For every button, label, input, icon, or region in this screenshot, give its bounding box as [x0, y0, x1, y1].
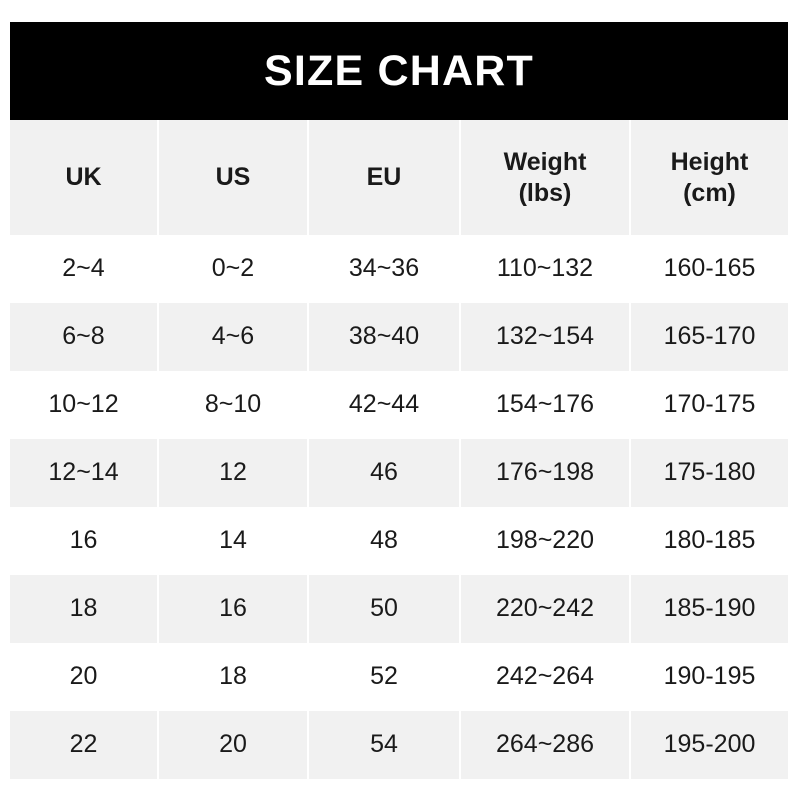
cell-height: 170-175: [663, 390, 756, 419]
size-chart-table: UK US EU Weight (lbs) Height (cm): [10, 120, 788, 779]
cell-height: 160-165: [663, 254, 756, 283]
cell-uk: 20: [10, 643, 159, 711]
table-row: 16 14 48 198~220 180-185: [10, 507, 788, 575]
column-header-height: Height (cm): [630, 120, 788, 235]
column-header-height-line2: (cm): [683, 178, 736, 207]
cell-us: 12: [158, 439, 309, 507]
cell-uk: 6~8: [10, 303, 159, 371]
table-row: 22 20 54 264~286 195-200: [10, 711, 788, 779]
cell-eu: 34~36: [308, 235, 461, 303]
page-title: SIZE CHART: [264, 46, 534, 95]
cell-us: 4~6: [158, 303, 309, 371]
cell-us: 8~10: [158, 371, 309, 439]
cell-height: 190-195: [663, 662, 756, 691]
table-row: 10~12 8~10 42~44 154~176 170-175: [10, 371, 788, 439]
cell-height: 175-180: [663, 458, 756, 487]
cell-height: 195-200: [663, 730, 756, 759]
column-header-weight: Weight (lbs): [460, 120, 631, 235]
cell-uk: 12~14: [10, 439, 159, 507]
cell-weight: 242~264: [460, 643, 631, 711]
cell-weight: 198~220: [460, 507, 631, 575]
cell-us: 18: [158, 643, 309, 711]
cell-weight: 110~132: [460, 235, 631, 303]
cell-height: 180-185: [663, 526, 756, 555]
cell-weight: 154~176: [460, 371, 631, 439]
column-header-eu: EU: [308, 120, 461, 235]
column-header-height-line1: Height: [670, 148, 749, 176]
cell-us: 16: [158, 575, 309, 643]
column-header-us: US: [158, 120, 309, 235]
cell-us: 20: [158, 711, 309, 779]
cell-height: 165-170: [663, 322, 756, 351]
cell-uk: 2~4: [10, 235, 159, 303]
cell-us: 0~2: [158, 235, 309, 303]
column-header-eu-line1: EU: [366, 163, 402, 192]
column-header-weight-line2: (lbs): [518, 178, 572, 207]
cell-eu: 38~40: [308, 303, 461, 371]
table-header-row: UK US EU Weight (lbs) Height (cm): [10, 120, 788, 235]
table-row: 2~4 0~2 34~36 110~132 160-165: [10, 235, 788, 303]
cell-weight: 220~242: [460, 575, 631, 643]
cell-height: 185-190: [663, 594, 756, 623]
title-banner: SIZE CHART: [10, 22, 788, 120]
cell-uk: 22: [10, 711, 159, 779]
cell-us: 14: [158, 507, 309, 575]
cell-uk: 16: [10, 507, 159, 575]
cell-weight: 132~154: [460, 303, 631, 371]
cell-eu: 46: [308, 439, 461, 507]
cell-eu: 50: [308, 575, 461, 643]
table-row: 20 18 52 242~264 190-195: [10, 643, 788, 711]
column-header-us-line1: US: [215, 163, 251, 192]
cell-uk: 10~12: [10, 371, 159, 439]
column-header-uk: UK: [10, 120, 159, 235]
cell-weight: 264~286: [460, 711, 631, 779]
cell-eu: 48: [308, 507, 461, 575]
table-row: 18 16 50 220~242 185-190: [10, 575, 788, 643]
cell-eu: 52: [308, 643, 461, 711]
cell-eu: 42~44: [308, 371, 461, 439]
table-row: 6~8 4~6 38~40 132~154 165-170: [10, 303, 788, 371]
cell-weight: 176~198: [460, 439, 631, 507]
cell-eu: 54: [308, 711, 461, 779]
column-header-weight-line1: Weight: [503, 148, 587, 176]
table-row: 12~14 12 46 176~198 175-180: [10, 439, 788, 507]
cell-uk: 18: [10, 575, 159, 643]
column-header-uk-line1: UK: [65, 163, 102, 192]
